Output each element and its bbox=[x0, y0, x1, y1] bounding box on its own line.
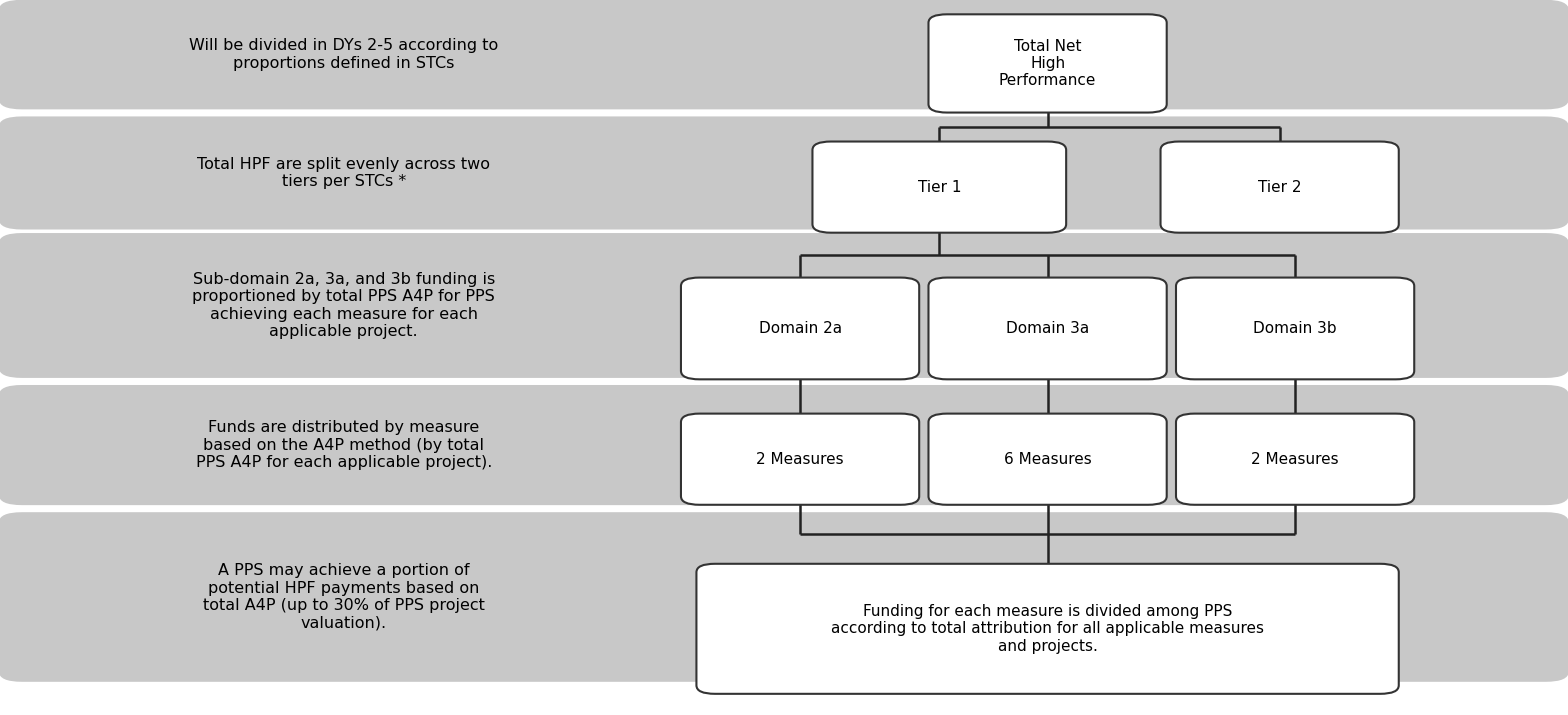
FancyBboxPatch shape bbox=[812, 142, 1066, 232]
Text: Domain 2a: Domain 2a bbox=[759, 321, 842, 336]
FancyBboxPatch shape bbox=[0, 233, 1568, 378]
FancyBboxPatch shape bbox=[0, 385, 1568, 505]
Text: Funds are distributed by measure
based on the A4P method (by total
PPS A4P for e: Funds are distributed by measure based o… bbox=[196, 420, 492, 470]
Text: 6 Measures: 6 Measures bbox=[1004, 452, 1091, 467]
FancyBboxPatch shape bbox=[0, 117, 1568, 230]
FancyBboxPatch shape bbox=[1160, 142, 1399, 232]
FancyBboxPatch shape bbox=[928, 413, 1167, 505]
FancyBboxPatch shape bbox=[681, 277, 919, 380]
Text: Sub-domain 2a, 3a, and 3b funding is
proportioned by total PPS A4P for PPS
achie: Sub-domain 2a, 3a, and 3b funding is pro… bbox=[193, 272, 495, 339]
FancyBboxPatch shape bbox=[1176, 413, 1414, 505]
Text: Domain 3b: Domain 3b bbox=[1253, 321, 1338, 336]
FancyBboxPatch shape bbox=[1176, 277, 1414, 380]
FancyBboxPatch shape bbox=[0, 0, 1568, 109]
Text: Will be divided in DYs 2-5 according to
proportions defined in STCs: Will be divided in DYs 2-5 according to … bbox=[190, 39, 499, 71]
Text: Tier 1: Tier 1 bbox=[917, 179, 961, 194]
FancyBboxPatch shape bbox=[681, 413, 919, 505]
Text: Total Net
High
Performance: Total Net High Performance bbox=[999, 39, 1096, 89]
Text: Funding for each measure is divided among PPS
according to total attribution for: Funding for each measure is divided amon… bbox=[831, 604, 1264, 654]
Text: Tier 2: Tier 2 bbox=[1258, 179, 1301, 194]
FancyBboxPatch shape bbox=[928, 14, 1167, 112]
Text: 2 Measures: 2 Measures bbox=[756, 452, 844, 467]
FancyBboxPatch shape bbox=[0, 512, 1568, 682]
FancyBboxPatch shape bbox=[928, 277, 1167, 380]
Text: Domain 3a: Domain 3a bbox=[1007, 321, 1090, 336]
Text: Total HPF are split evenly across two
tiers per STCs *: Total HPF are split evenly across two ti… bbox=[198, 157, 491, 189]
Text: 2 Measures: 2 Measures bbox=[1251, 452, 1339, 467]
Text: A PPS may achieve a portion of
potential HPF payments based on
total A4P (up to : A PPS may achieve a portion of potential… bbox=[202, 563, 485, 631]
FancyBboxPatch shape bbox=[696, 564, 1399, 694]
